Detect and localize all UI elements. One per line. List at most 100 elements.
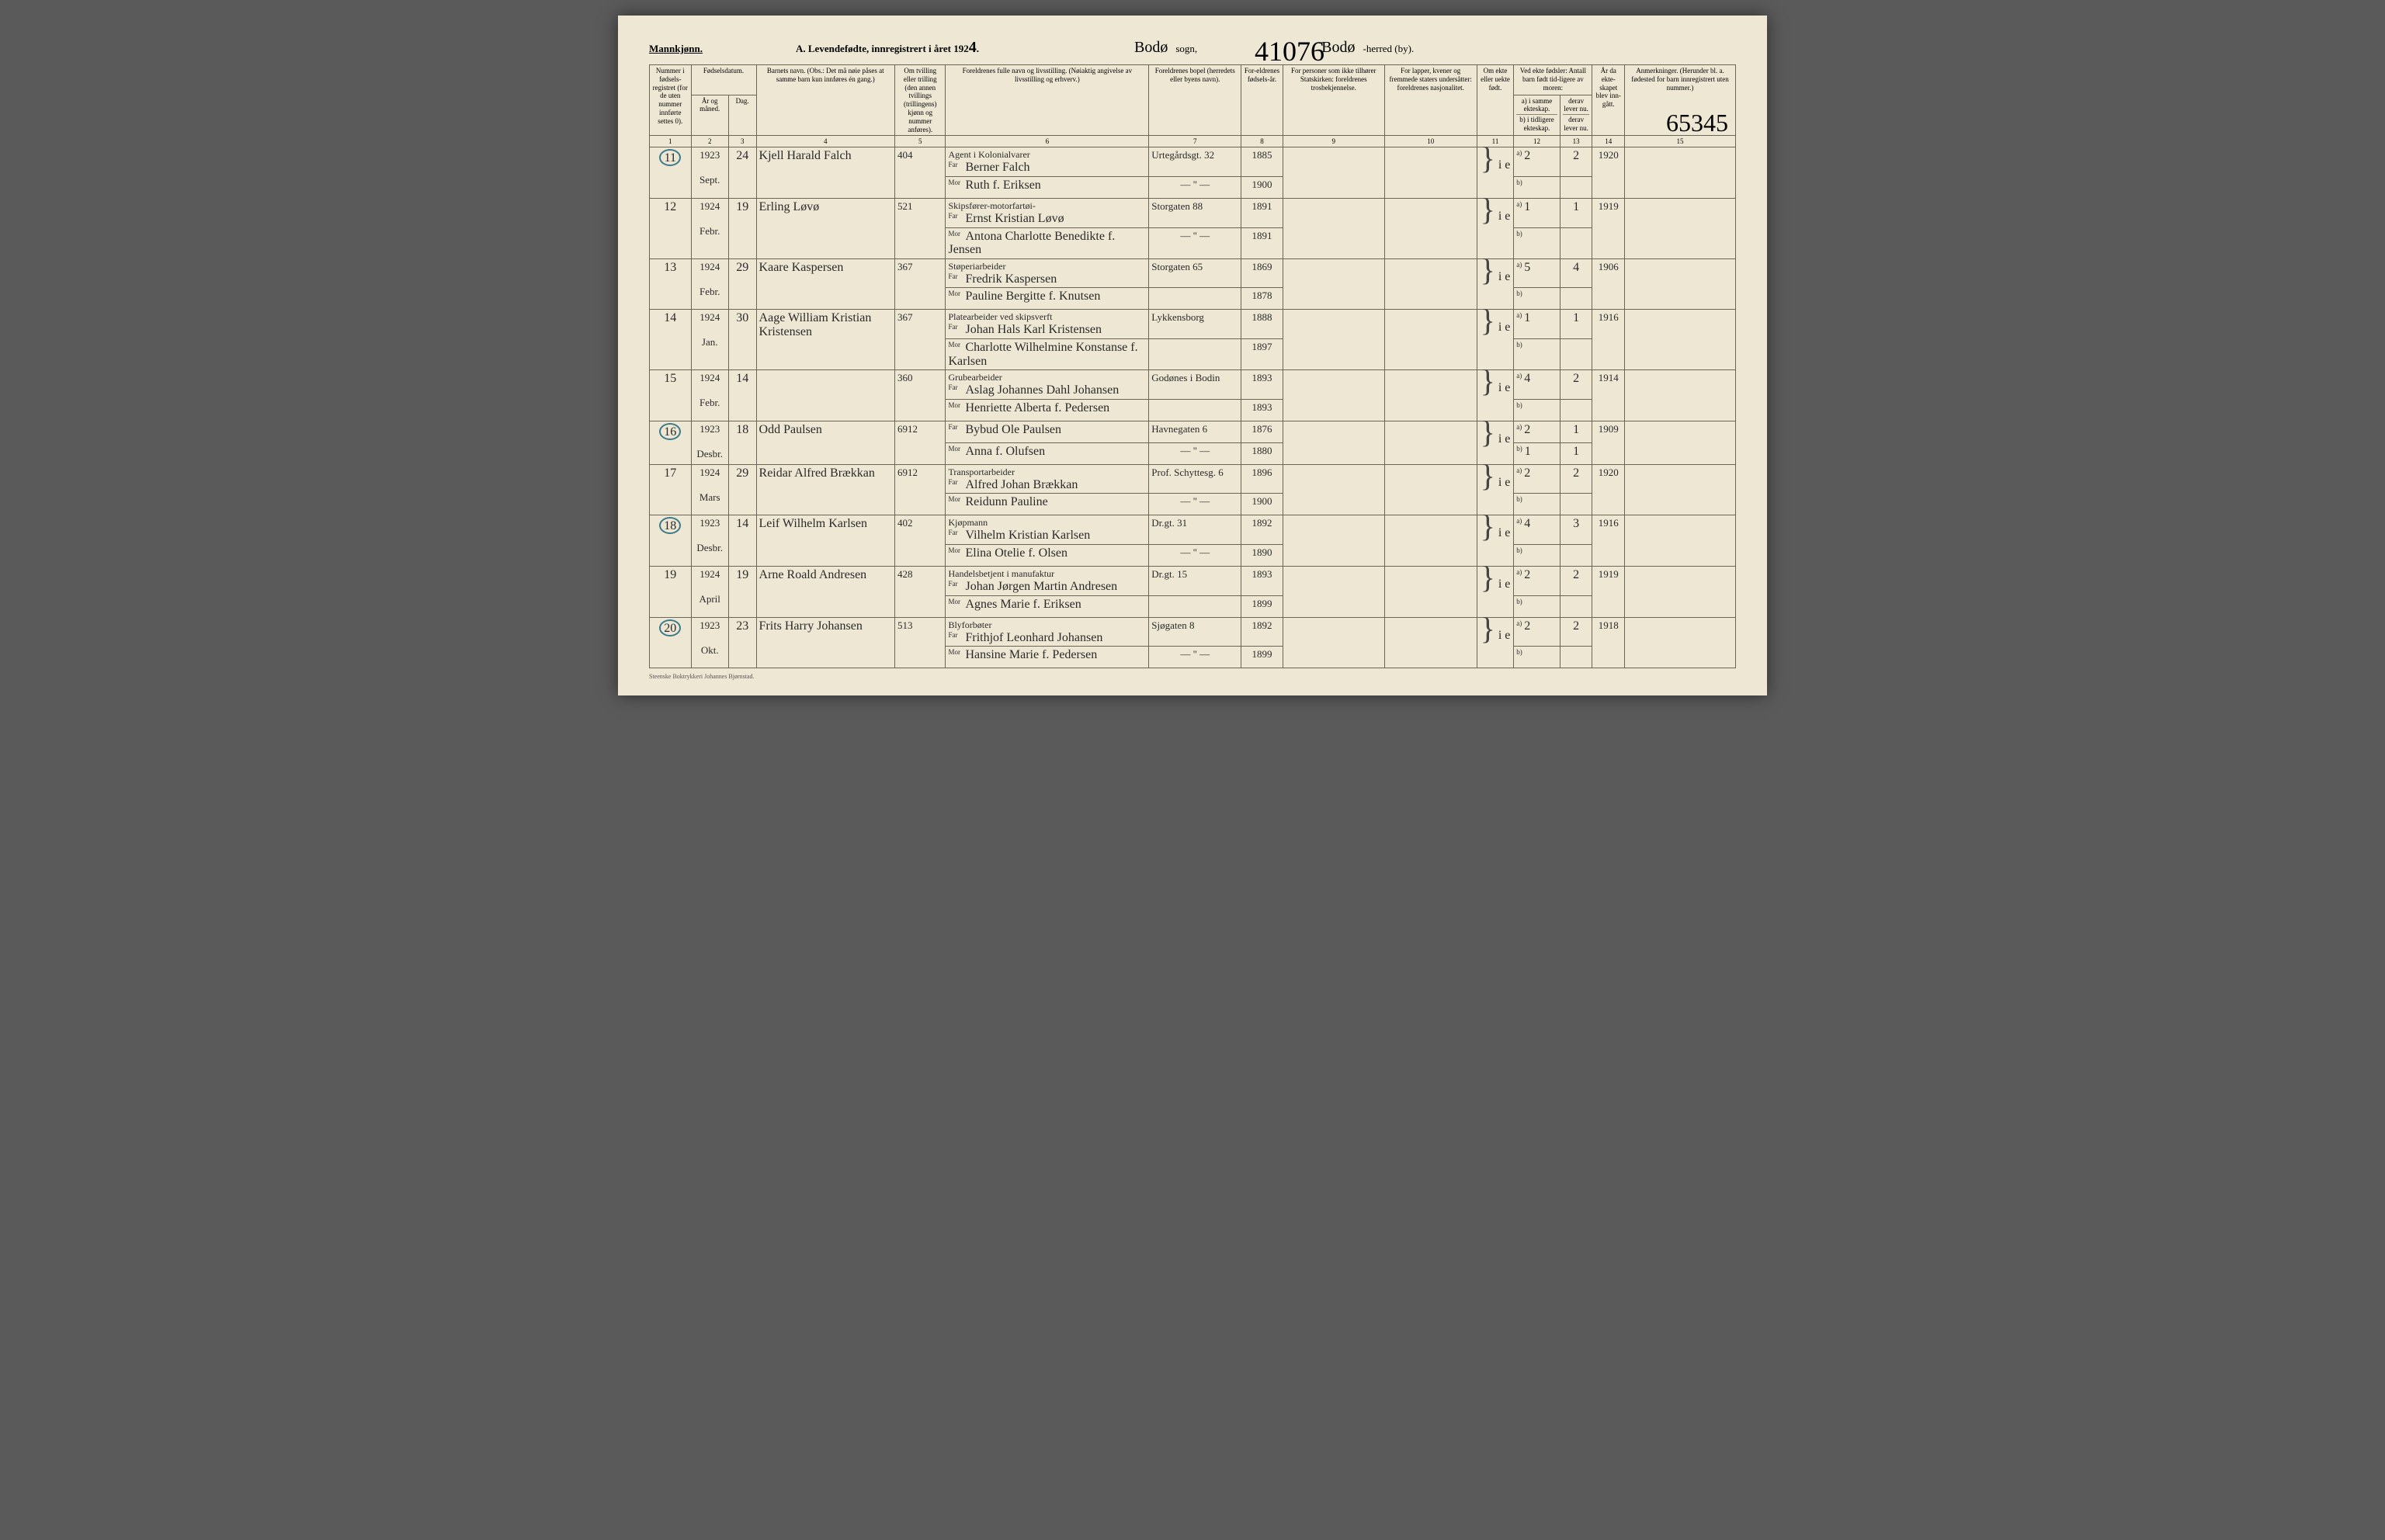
living-a: 2 (1560, 370, 1592, 400)
notes (1625, 515, 1736, 567)
register-table: Nummer i fødsels-registret (for de uten … (649, 64, 1736, 668)
sogn-label: sogn, (1175, 43, 1197, 55)
twin-note: 404 (895, 147, 946, 199)
mother-year: 1899 (1241, 595, 1283, 617)
prev-same: a)4 (1514, 515, 1560, 545)
father-year: 1891 (1241, 198, 1283, 227)
side-annotation: 65345 (1666, 109, 1728, 137)
father-cell: TransportarbeiderFar Alfred Johan Brækka… (946, 464, 1149, 494)
col-address: Foreldrenes bopel (herredets eller byens… (1149, 65, 1241, 136)
gender-label: Mannkjønn. (649, 43, 703, 55)
day: 18 (728, 421, 756, 464)
col-name: Barnets navn. (Obs.: Det må nøie påses a… (756, 65, 895, 136)
notes (1625, 464, 1736, 515)
twin-note: 402 (895, 515, 946, 567)
day: 19 (728, 198, 756, 258)
col-twin: Om tvilling eller trilling (den annen tv… (895, 65, 946, 136)
year-month: 1924Febr. (691, 370, 728, 421)
prev-other: b) (1514, 595, 1560, 617)
entry-number: 17 (650, 464, 692, 515)
twin-note: 513 (895, 617, 946, 668)
entry-number: 20 (650, 617, 692, 668)
prev-same: a)2 (1514, 566, 1560, 595)
living-b: 1 (1560, 442, 1592, 464)
mother-year: 1890 (1241, 544, 1283, 566)
year-month: 1924April (691, 566, 728, 617)
col-parents: Foreldrenes fulle navn og livsstilling. … (946, 65, 1149, 136)
address-ditto: — " — (1149, 442, 1241, 464)
prev-same: a)2 (1514, 147, 1560, 177)
address: Dr.gt. 15 (1149, 566, 1241, 595)
legitimate: } i e (1477, 515, 1514, 567)
entry-number: 14 (650, 310, 692, 370)
father-year: 1869 (1241, 258, 1283, 288)
mother-cell: Mor Elina Otelie f. Olsen (946, 544, 1149, 566)
religion (1283, 421, 1384, 464)
prev-other: b) (1514, 494, 1560, 515)
religion (1283, 147, 1384, 199)
nationality (1384, 515, 1477, 567)
address: Havnegaten 6 (1149, 421, 1241, 442)
prev-other: b) (1514, 338, 1560, 369)
year-month: 1923Sept. (691, 147, 728, 199)
nationality (1384, 421, 1477, 464)
col-religion: For personer som ikke tilhører Statskirk… (1283, 65, 1384, 136)
father-year: 1888 (1241, 310, 1283, 339)
living-b (1560, 227, 1592, 258)
day: 23 (728, 617, 756, 668)
prev-other: b) (1514, 288, 1560, 310)
col-marriage-year: År da ekte-skapet blev inn-gått. (1592, 65, 1625, 136)
marriage-year: 1920 (1592, 147, 1625, 199)
legitimate: } i e (1477, 310, 1514, 370)
sogn-value: Bodø (1134, 39, 1168, 57)
living-b (1560, 544, 1592, 566)
child-name: Leif Wilhelm Karlsen (756, 515, 895, 567)
prev-same: a)1 (1514, 310, 1560, 339)
entry-number: 15 (650, 370, 692, 421)
living-a: 2 (1560, 566, 1592, 595)
father-cell: Agent i KolonialvarerFar Berner Falch (946, 147, 1149, 177)
address: Storgaten 65 (1149, 258, 1241, 288)
child-name: Aage William Kristian Kristensen (756, 310, 895, 370)
child-name: Arne Roald Andresen (756, 566, 895, 617)
mother-cell: Mor Pauline Bergitte f. Knutsen (946, 288, 1149, 310)
father-year: 1885 (1241, 147, 1283, 177)
year-month: 1924Febr. (691, 198, 728, 258)
col-living: derav lever nu.derav lever nu. (1560, 95, 1592, 136)
entry-number: 16 (650, 421, 692, 464)
table-row: 201923Okt.23Frits Harry Johansen513Blyfo… (650, 617, 1736, 647)
address: Storgaten 88 (1149, 198, 1241, 227)
prev-same: a)1 (1514, 198, 1560, 227)
table-row: 131924Febr.29Kaare Kaspersen367Støperiar… (650, 258, 1736, 288)
col-date: Fødselsdatum. (691, 65, 756, 95)
entry-number: 11 (650, 147, 692, 199)
day: 14 (728, 515, 756, 567)
nationality (1384, 198, 1477, 258)
child-name: Odd Paulsen (756, 421, 895, 464)
page-header: Mannkjønn. A. Levendefødte, innregistrer… (649, 39, 1736, 57)
herred-value: Bodø (1321, 39, 1355, 57)
father-year: 1893 (1241, 370, 1283, 400)
address: Lykkensborg (1149, 310, 1241, 339)
living-b (1560, 176, 1592, 198)
prev-other: b)1 (1514, 442, 1560, 464)
child-name: Reidar Alfred Brækkan (756, 464, 895, 515)
marriage-year: 1906 (1592, 258, 1625, 310)
col-year-month: År og måned. (691, 95, 728, 136)
father-cell: BlyforbøterFar Frithjof Leonhard Johanse… (946, 617, 1149, 647)
legitimate: } i e (1477, 566, 1514, 617)
address: Godønes i Bodin (1149, 370, 1241, 400)
mother-cell: Mor Antona Charlotte Benedikte f. Jensen (946, 227, 1149, 258)
address: Sjøgaten 8 (1149, 617, 1241, 647)
father-cell: Far Bybud Ole Paulsen (946, 421, 1149, 442)
notes (1625, 617, 1736, 668)
prev-same: a)2 (1514, 421, 1560, 442)
address-ditto: — " — (1149, 647, 1241, 668)
address-ditto: — " — (1149, 494, 1241, 515)
prev-other: b) (1514, 176, 1560, 198)
day: 29 (728, 258, 756, 310)
twin-note: 367 (895, 258, 946, 310)
prev-other: b) (1514, 227, 1560, 258)
living-b (1560, 494, 1592, 515)
notes (1625, 147, 1736, 199)
